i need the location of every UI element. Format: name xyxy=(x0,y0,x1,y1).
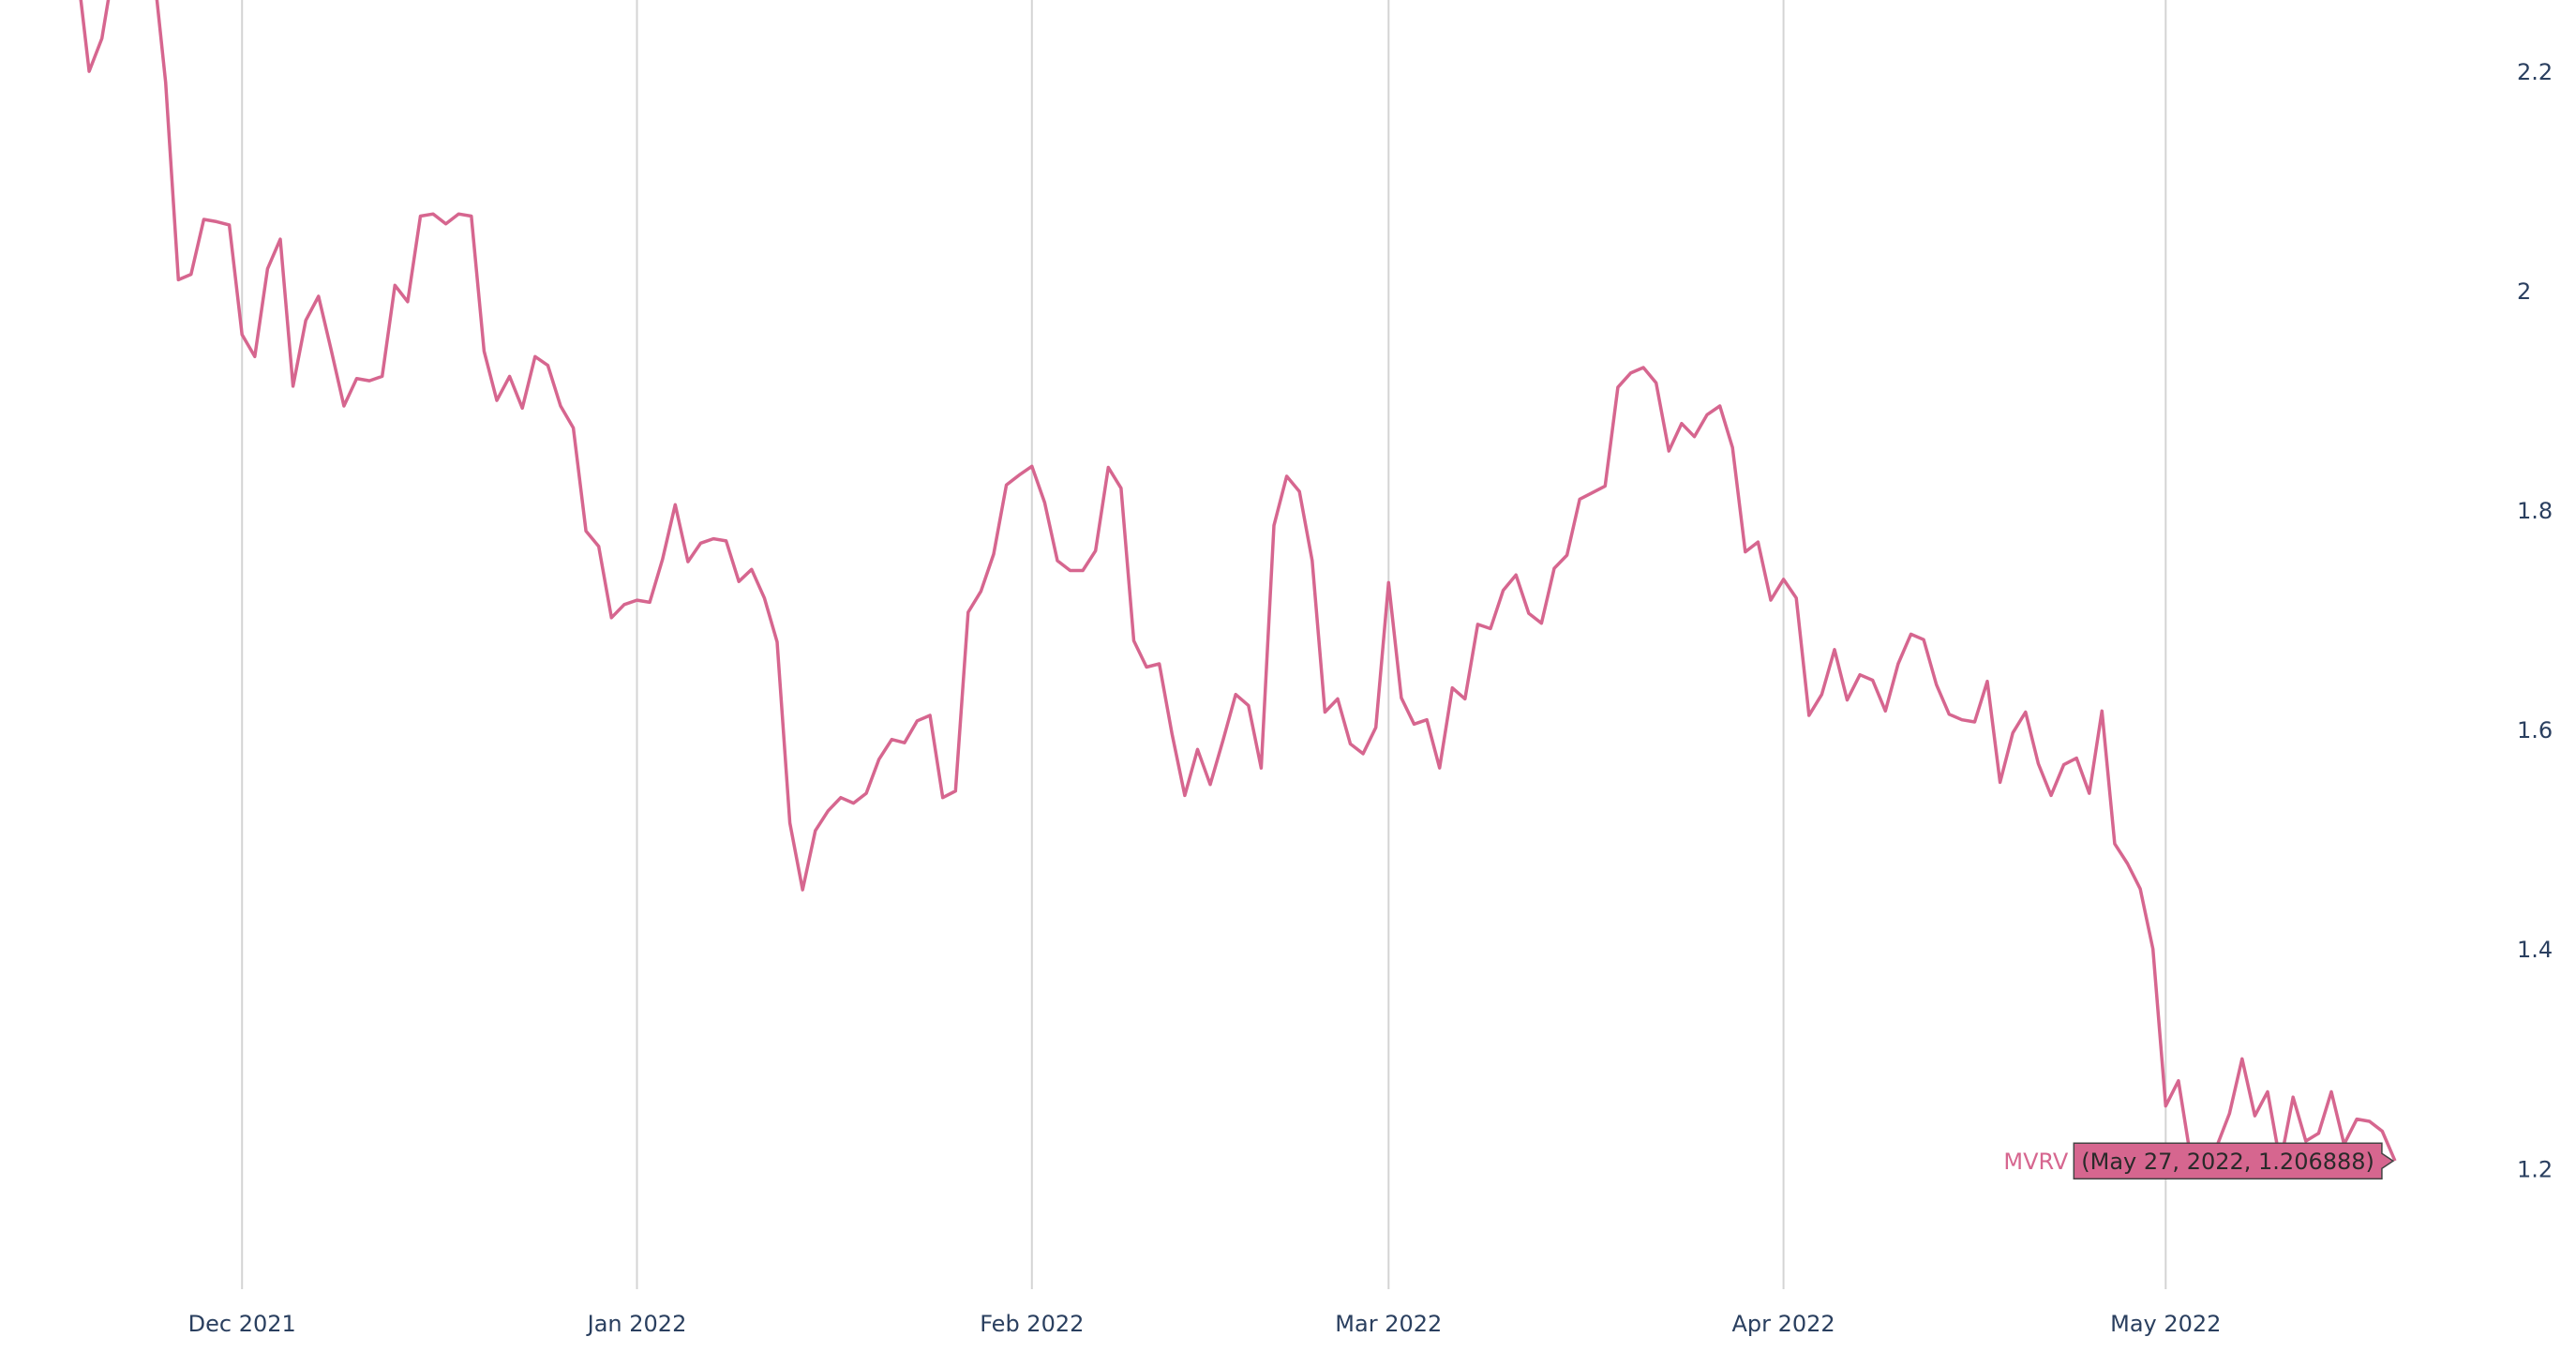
y-tick-label-1: 1.4 xyxy=(2517,937,2553,963)
x-tick-label-2: Feb 2022 xyxy=(980,1311,1084,1337)
series-line-mvrv xyxy=(79,0,2397,1171)
x-tick-label-4: Apr 2022 xyxy=(1731,1311,1835,1337)
y-axis-tick-labels: 1.2 1.4 1.6 1.8 2 2.2 xyxy=(2517,59,2553,1182)
x-tick-label-3: Mar 2022 xyxy=(1335,1311,1442,1337)
hover-series-name: MVRV xyxy=(2003,1149,2068,1175)
y-tick-label-2: 1.6 xyxy=(2517,717,2553,744)
y-tick-label-5: 2.2 xyxy=(2517,59,2553,85)
y-tick-label-4: 2 xyxy=(2517,278,2531,305)
y-tick-label-0: 1.2 xyxy=(2517,1156,2553,1182)
series-layer xyxy=(79,0,2397,1171)
hover-label-box xyxy=(2073,1142,2395,1179)
x-tick-label-0: Dec 2021 xyxy=(188,1311,296,1337)
x-gridlines xyxy=(241,0,2167,1289)
x-tick-label-5: May 2022 xyxy=(2110,1311,2221,1337)
hover-value-text: (May 27, 2022, 1.206888) xyxy=(2081,1149,2374,1175)
y-tick-label-3: 1.8 xyxy=(2517,498,2553,524)
x-tick-label-1: Jan 2022 xyxy=(586,1311,687,1337)
x-axis-tick-labels: Dec 2021 Jan 2022 Feb 2022 Mar 2022 Apr 2022… xyxy=(188,1311,2222,1337)
hover-tooltip: MVRV (May 27, 2022, 1.206888) xyxy=(2003,1142,2395,1179)
